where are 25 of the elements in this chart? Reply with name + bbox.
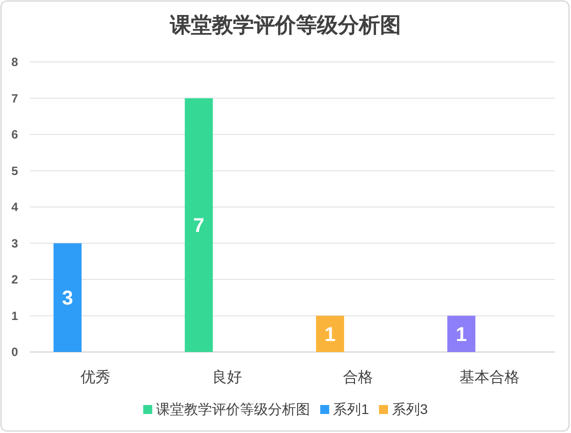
y-tick-label: 7 — [11, 91, 18, 106]
y-tick-label: 2 — [11, 272, 18, 286]
bar — [54, 243, 82, 352]
y-tick-label: 0 — [11, 345, 18, 359]
y-tick-label: 4 — [11, 200, 18, 214]
x-tick-label: 优秀 — [80, 369, 111, 386]
legend-label: 系列3 — [392, 401, 428, 417]
data-label: 1 — [456, 324, 467, 346]
legend-label: 课堂教学评价等级分析图 — [156, 401, 310, 417]
x-tick-label: 合格 — [343, 369, 374, 386]
x-tick-label: 良好 — [212, 369, 242, 386]
x-tick-label: 基本合格 — [459, 369, 520, 386]
y-tick-label: 8 — [11, 55, 18, 69]
y-tick-label: 3 — [11, 236, 18, 250]
bar — [447, 316, 476, 352]
y-tick-label: 1 — [11, 308, 18, 323]
y-tick-label: 6 — [11, 128, 18, 142]
legend-label: 系列1 — [333, 401, 370, 417]
chart-title: 课堂教学评价等级分析图 — [169, 14, 401, 37]
data-label: 3 — [62, 288, 74, 310]
bar — [184, 98, 213, 352]
data-label: 7 — [193, 215, 204, 238]
y-tick-label: 5 — [11, 164, 18, 178]
data-label: 1 — [324, 324, 336, 346]
bar — [316, 316, 344, 352]
